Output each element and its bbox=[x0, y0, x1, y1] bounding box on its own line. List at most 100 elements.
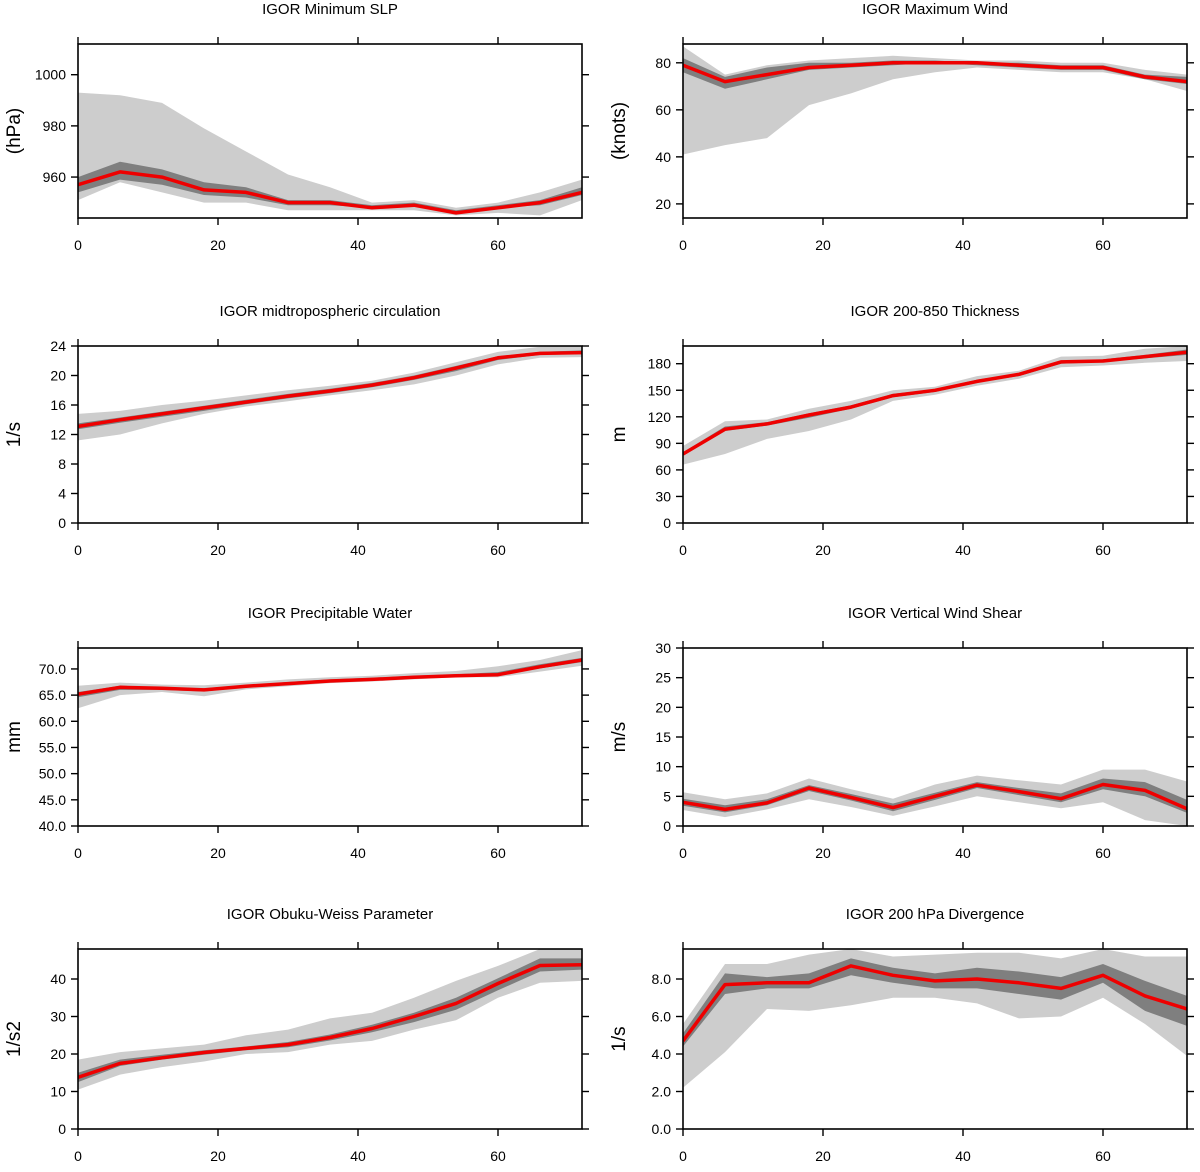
x-tick-label: 60 bbox=[1095, 542, 1111, 558]
x-tick-label: 20 bbox=[815, 542, 831, 558]
y-tick-label: 70.0 bbox=[39, 661, 66, 677]
x-tick-label: 40 bbox=[350, 237, 366, 253]
y-tick-label: 60 bbox=[655, 462, 671, 478]
y-tick-label: 45.0 bbox=[39, 792, 66, 808]
x-tick-label: 20 bbox=[210, 845, 226, 861]
x-tick-label: 20 bbox=[815, 845, 831, 861]
y-tick-label: 16 bbox=[50, 397, 66, 413]
y-tick-label: 5 bbox=[663, 788, 671, 804]
y-tick-label: 25 bbox=[655, 670, 671, 686]
chart-panel-4: 0 20 40 60 40.0 45.0 50.0 55.0 60.0 65.0 70.0 IGOR … bbox=[4, 605, 589, 861]
y-tick-label: 20 bbox=[50, 368, 66, 384]
mean-line bbox=[683, 782, 1187, 812]
y-tick-label: 40 bbox=[50, 971, 66, 987]
y-tick-label: 55.0 bbox=[39, 739, 66, 755]
x-tick-label: 40 bbox=[955, 845, 971, 861]
y-tick-label: 15 bbox=[655, 729, 671, 745]
y-tick-label: 20 bbox=[655, 699, 671, 715]
y-tick-label: 4 bbox=[58, 486, 66, 502]
y-axis-label: (hPa) bbox=[4, 108, 25, 154]
x-tick-label: 0 bbox=[74, 1148, 82, 1164]
ensemble-outer-band bbox=[683, 346, 1187, 465]
y-tick-label: 960 bbox=[43, 169, 67, 185]
plot-frame bbox=[682, 948, 1188, 1130]
x-tick-label: 60 bbox=[490, 845, 506, 861]
chart-panel-2: 0 20 40 60 0 4 8 12 16 20 24 IGOR midtropospheric c… bbox=[4, 303, 589, 558]
x-tick-label: 20 bbox=[210, 1148, 226, 1164]
plot-frame bbox=[77, 647, 583, 827]
x-tick-label: 0 bbox=[679, 1148, 687, 1164]
x-tick-label: 60 bbox=[490, 542, 506, 558]
plot-frame bbox=[77, 345, 583, 524]
chart-panel-1: 0 20 40 60 20 40 60 80 IGOR Maximum Wind (knots) bbox=[609, 1, 1194, 253]
x-tick-label: 20 bbox=[815, 1148, 831, 1164]
y-tick-label: 24 bbox=[50, 338, 66, 354]
x-tick-label: 0 bbox=[74, 845, 82, 861]
y-tick-label: 1000 bbox=[35, 67, 66, 83]
x-tick-label: 20 bbox=[815, 237, 831, 253]
chart-title: IGOR Precipitable Water bbox=[248, 605, 413, 622]
y-tick-label: 4.0 bbox=[652, 1046, 672, 1062]
x-tick-label: 40 bbox=[955, 542, 971, 558]
y-axis-label: m/s bbox=[609, 722, 630, 753]
ensemble-outer-band bbox=[683, 46, 1187, 155]
y-tick-label: 6.0 bbox=[652, 1009, 672, 1025]
y-tick-label: 0 bbox=[58, 515, 66, 531]
chart-title: IGOR Vertical Wind Shear bbox=[848, 605, 1022, 622]
y-tick-label: 0.0 bbox=[652, 1121, 672, 1137]
y-tick-label: 150 bbox=[648, 382, 672, 398]
mean-line bbox=[78, 658, 582, 696]
y-tick-label: 50.0 bbox=[39, 766, 66, 782]
y-tick-label: 8 bbox=[58, 456, 66, 472]
x-tick-label: 60 bbox=[490, 1148, 506, 1164]
y-axis-label: (knots) bbox=[609, 102, 630, 160]
x-tick-label: 40 bbox=[350, 845, 366, 861]
y-tick-label: 0 bbox=[663, 818, 671, 834]
y-tick-label: 2.0 bbox=[652, 1084, 672, 1100]
y-tick-label: 60 bbox=[655, 102, 671, 118]
chart-panel-3: 0 20 40 60 0 30 60 90 120 150 180 IGOR 200-850 Thic… bbox=[609, 303, 1194, 558]
ensemble-outer-band bbox=[78, 92, 582, 216]
y-axis-label: 1/s bbox=[609, 1026, 630, 1051]
chart-title: IGOR Obuku-Weiss Parameter bbox=[227, 906, 433, 923]
plot-frame bbox=[77, 43, 583, 219]
ensemble-outer-band bbox=[78, 650, 582, 709]
chart-panel-7: 0 20 40 60 0.0 2.0 4.0 6.0 8.0 IGOR 200 hPa Diver… bbox=[609, 906, 1194, 1164]
plot-frame bbox=[682, 345, 1188, 524]
y-tick-label: 20 bbox=[655, 196, 671, 212]
chart-panel-5: 0 20 40 60 0 5 10 15 20 25 30 IGOR Vertical Wind Sh… bbox=[609, 605, 1194, 861]
x-tick-label: 60 bbox=[1095, 237, 1111, 253]
y-tick-label: 20 bbox=[50, 1046, 66, 1062]
y-tick-label: 30 bbox=[655, 488, 671, 504]
x-tick-label: 0 bbox=[74, 237, 82, 253]
x-tick-label: 0 bbox=[74, 542, 82, 558]
y-axis-label: 1/s2 bbox=[4, 1021, 25, 1057]
y-tick-label: 30 bbox=[655, 640, 671, 656]
mean-line bbox=[683, 61, 1187, 84]
mean-line bbox=[78, 350, 582, 429]
y-tick-label: 980 bbox=[43, 118, 67, 134]
chart-title: IGOR midtropospheric circulation bbox=[220, 303, 441, 320]
y-axis-label: mm bbox=[4, 721, 25, 753]
plot-frame bbox=[77, 948, 583, 1130]
x-tick-label: 0 bbox=[679, 542, 687, 558]
y-tick-label: 180 bbox=[648, 356, 672, 372]
y-tick-label: 90 bbox=[655, 435, 671, 451]
x-tick-label: 60 bbox=[1095, 845, 1111, 861]
chart-title: IGOR 200 hPa Divergence bbox=[846, 906, 1024, 923]
chart-title: IGOR Minimum SLP bbox=[262, 1, 398, 18]
x-tick-label: 20 bbox=[210, 542, 226, 558]
y-tick-label: 0 bbox=[58, 1121, 66, 1137]
y-axis-label: 1/s bbox=[4, 422, 25, 447]
x-tick-label: 40 bbox=[955, 1148, 971, 1164]
x-tick-label: 0 bbox=[679, 237, 687, 253]
x-tick-label: 20 bbox=[210, 237, 226, 253]
chart-panel-6: 0 20 40 60 0 10 20 30 40 IGOR Obuku-Weiss Paramet… bbox=[4, 906, 589, 1164]
y-tick-label: 40 bbox=[655, 149, 671, 165]
x-tick-label: 40 bbox=[955, 237, 971, 253]
x-tick-label: 60 bbox=[1095, 1148, 1111, 1164]
y-tick-label: 0 bbox=[663, 515, 671, 531]
chart-title: IGOR Maximum Wind bbox=[862, 1, 1008, 18]
ensemble-inner-band bbox=[683, 958, 1187, 1047]
